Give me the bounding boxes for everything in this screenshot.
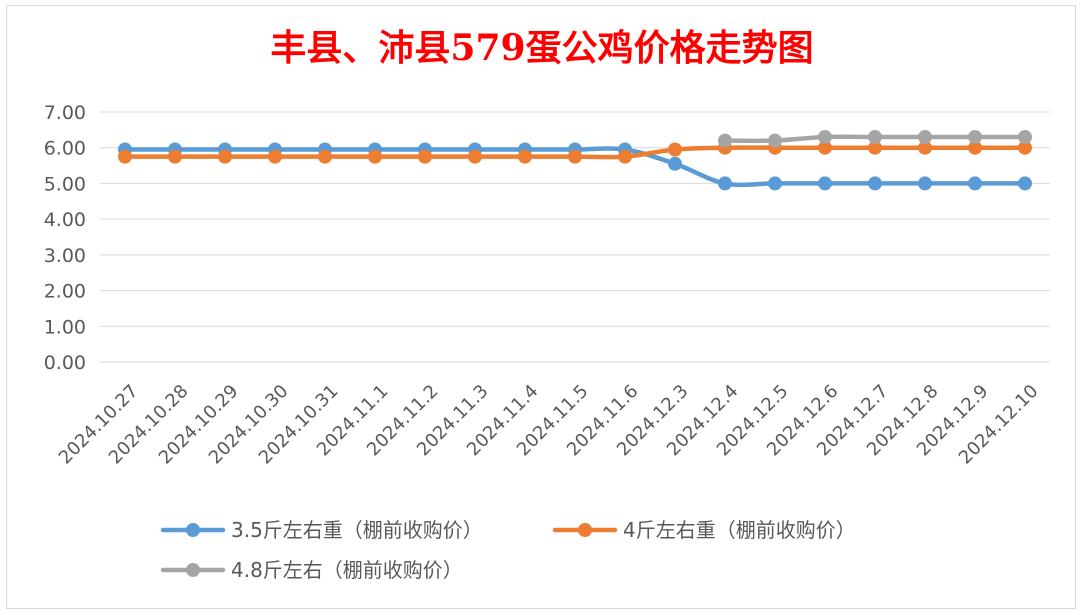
legend-label: 4.8斤左右（棚前收购价）: [231, 558, 463, 582]
data-point: [868, 130, 882, 144]
data-point: [718, 176, 732, 191]
data-point: [918, 176, 932, 191]
legend-item: 4.8斤左右（棚前收购价）: [160, 558, 463, 582]
data-point: [768, 176, 782, 191]
series-3: [718, 130, 1032, 148]
y-tick-label: 7.00: [44, 102, 86, 124]
legend-swatch-marker: [186, 523, 200, 537]
data-point: [768, 133, 782, 148]
y-tick-label: 0.00: [44, 352, 86, 374]
legend-swatch-marker: [186, 563, 200, 577]
data-point: [668, 142, 682, 157]
data-point: [268, 149, 282, 164]
y-tick-label: 2.00: [44, 281, 86, 303]
data-point: [868, 176, 882, 191]
data-point: [518, 149, 532, 164]
y-tick-label: 1.00: [44, 316, 86, 338]
data-point: [668, 156, 682, 171]
data-point: [368, 149, 382, 164]
data-point: [618, 149, 632, 164]
data-point: [1018, 176, 1032, 191]
data-point: [1018, 130, 1032, 144]
y-tick-label: 5.00: [44, 173, 86, 195]
data-point: [468, 149, 482, 164]
legend: 3.5斤左右重（棚前收购价） 4斤左右重（棚前收购价） 4.8斤左右（棚前收购价）: [160, 518, 856, 582]
legend-label: 4斤左右重（棚前收购价）: [623, 518, 856, 542]
data-point: [818, 130, 832, 144]
y-axis-ticks: 0.00 1.00 2.00 3.00 4.00 5.00 6.00 7.00: [44, 102, 86, 374]
data-point: [168, 149, 182, 164]
y-tick-label: 3.00: [44, 245, 86, 267]
legend-swatch-marker: [578, 523, 592, 537]
chart-title: 丰县、沛县579蛋公鸡价格走势图: [270, 27, 813, 69]
data-point: [218, 149, 232, 164]
series-lines: [118, 130, 1032, 191]
data-point: [418, 149, 432, 164]
y-tick-label: 4.00: [44, 209, 86, 231]
data-point: [968, 130, 982, 144]
data-point: [718, 133, 732, 148]
legend-item: 3.5斤左右重（棚前收购价）: [160, 518, 483, 542]
data-point: [818, 176, 832, 191]
data-point: [568, 149, 582, 164]
data-point: [318, 149, 332, 164]
series-2: [118, 140, 1032, 164]
chart-frame: [6, 5, 1076, 609]
legend-item: 4斤左右重（棚前收购价）: [552, 518, 856, 542]
legend-label: 3.5斤左右重（棚前收购价）: [231, 518, 483, 542]
data-point: [118, 149, 132, 164]
data-point: [918, 130, 932, 144]
data-point: [968, 176, 982, 191]
y-tick-label: 6.00: [44, 138, 86, 160]
x-axis-ticks: 2024.10.272024.10.282024.10.292024.10.30…: [55, 381, 1043, 469]
